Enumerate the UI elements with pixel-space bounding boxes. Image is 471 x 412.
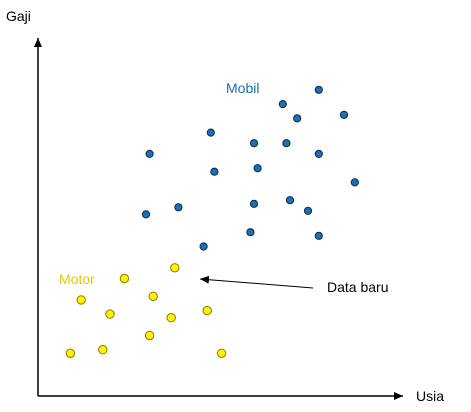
point-mobil-18 xyxy=(314,231,323,240)
annotation-arrow xyxy=(199,275,314,289)
point-mobil-8 xyxy=(145,149,154,158)
point-motor-1 xyxy=(76,295,86,305)
point-mobil-11 xyxy=(350,178,359,187)
point-mobil-5 xyxy=(249,139,259,148)
point-motor-5 xyxy=(166,313,176,323)
points-layer xyxy=(65,85,359,358)
point-mobil-19 xyxy=(199,242,208,251)
series-label-motor: Motor xyxy=(59,271,95,287)
point-mobil-6 xyxy=(282,139,291,148)
point-mobil-12 xyxy=(285,196,295,205)
point-data-baru-0 xyxy=(170,263,180,273)
point-mobil-13 xyxy=(249,199,259,208)
x-axis-label: Usia xyxy=(416,388,444,404)
point-mobil-3 xyxy=(339,110,349,119)
point-motor-6 xyxy=(144,330,155,341)
point-mobil-10 xyxy=(253,164,262,173)
point-motor-9 xyxy=(216,348,227,358)
point-mobil-17 xyxy=(246,228,255,237)
point-mobil-0 xyxy=(314,85,323,94)
point-motor-7 xyxy=(98,345,108,355)
point-mobil-2 xyxy=(293,114,302,123)
point-motor-2 xyxy=(148,291,158,301)
point-mobil-16 xyxy=(141,210,151,219)
point-motor-3 xyxy=(105,309,115,319)
point-mobil-7 xyxy=(314,149,323,158)
point-mobil-15 xyxy=(303,206,313,215)
point-mobil-1 xyxy=(278,100,287,109)
series-label-mobil: Mobil xyxy=(226,80,259,96)
point-mobil-4 xyxy=(206,128,215,137)
point-mobil-9 xyxy=(210,167,219,176)
y-axis-label: Gaji xyxy=(6,8,31,24)
annotation-label: Data baru xyxy=(327,279,388,295)
point-motor-4 xyxy=(202,305,212,316)
point-motor-0 xyxy=(119,273,130,284)
point-motor-8 xyxy=(65,348,76,358)
point-mobil-14 xyxy=(174,203,183,212)
